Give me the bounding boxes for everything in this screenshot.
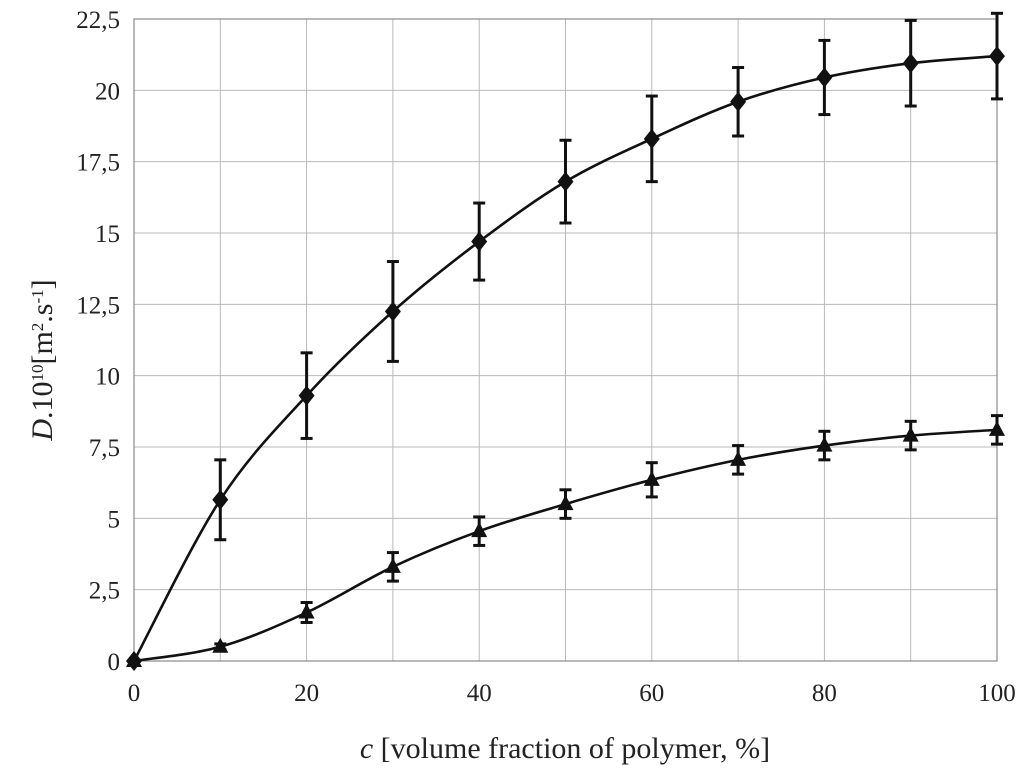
grid xyxy=(133,18,998,662)
data-point-diamond xyxy=(730,91,747,112)
y-tick-label: 5 xyxy=(108,506,121,533)
data-point-diamond xyxy=(557,171,574,192)
x-tick-label: 60 xyxy=(639,680,664,707)
y-tick-label: 0 xyxy=(108,649,121,676)
data-point-triangle xyxy=(643,470,660,486)
data-point-triangle xyxy=(902,426,919,442)
y-axis-label-unit-mid: .s xyxy=(26,303,59,322)
y-tick-label: 22,5 xyxy=(76,7,120,34)
x-tick-labels: 0 20 40 60 80 100 xyxy=(128,680,1016,707)
x-axis-label-var: c xyxy=(360,732,373,765)
data-point-diamond xyxy=(816,67,833,88)
y-tick-label: 12,5 xyxy=(76,292,120,319)
series-layer xyxy=(126,11,1005,671)
x-tick-label: 80 xyxy=(812,680,837,707)
x-axis-label: c [volume fraction of polymer, %] xyxy=(360,732,770,765)
data-point-diamond xyxy=(384,301,401,322)
x-tick-label: 40 xyxy=(467,680,492,707)
x-tick-label: 0 xyxy=(128,680,141,707)
data-point-diamond xyxy=(989,46,1005,67)
y-tick-label: 15 xyxy=(95,221,120,248)
plot-frame xyxy=(133,18,998,662)
data-point-diamond xyxy=(902,53,919,74)
x-axis-label-text: [volume fraction of polymer, %] xyxy=(373,732,770,765)
y-tick-label: 2,5 xyxy=(89,578,120,605)
x-tick-label: 100 xyxy=(978,680,1016,707)
data-point-triangle xyxy=(384,557,401,573)
series-triangle xyxy=(126,414,1005,667)
data-point-triangle xyxy=(989,420,1005,436)
data-point-diamond xyxy=(471,231,488,252)
data-point-triangle xyxy=(471,522,488,538)
y-axis-label-unit: [m xyxy=(26,331,59,364)
y-tick-label: 7,5 xyxy=(89,435,120,462)
y-tick-label: 20 xyxy=(95,78,120,105)
data-point-triangle xyxy=(212,637,229,653)
y-tick-label: 10 xyxy=(95,364,120,391)
y-tick-label: 17,5 xyxy=(76,150,120,177)
y-axis-label-unit-end: ] xyxy=(26,279,59,289)
series-line xyxy=(132,54,998,662)
data-point-diamond xyxy=(298,385,315,406)
x-tick-label: 20 xyxy=(294,680,319,707)
data-point-triangle xyxy=(730,450,747,466)
data-point-triangle xyxy=(298,603,315,619)
data-point-triangle xyxy=(557,495,574,511)
data-point-triangle xyxy=(816,436,833,452)
y-axis-label-unit-exp2: -1 xyxy=(28,289,47,303)
data-point-diamond xyxy=(643,128,660,149)
y-axis-label-base: .10 xyxy=(26,382,59,420)
y-axis-label-unit-exp1: 2 xyxy=(28,323,47,332)
data-point-diamond xyxy=(212,489,229,510)
y-axis-label-exp: 10 xyxy=(28,365,47,382)
data-point-triangle xyxy=(126,652,142,667)
y-tick-labels: 0 2,5 5 7,5 10 12,5 15 17,5 20 22,5 xyxy=(76,7,120,676)
y-axis-label-var: D xyxy=(26,419,59,442)
y-axis-label: D.1010[m2.s-1] xyxy=(26,279,59,441)
